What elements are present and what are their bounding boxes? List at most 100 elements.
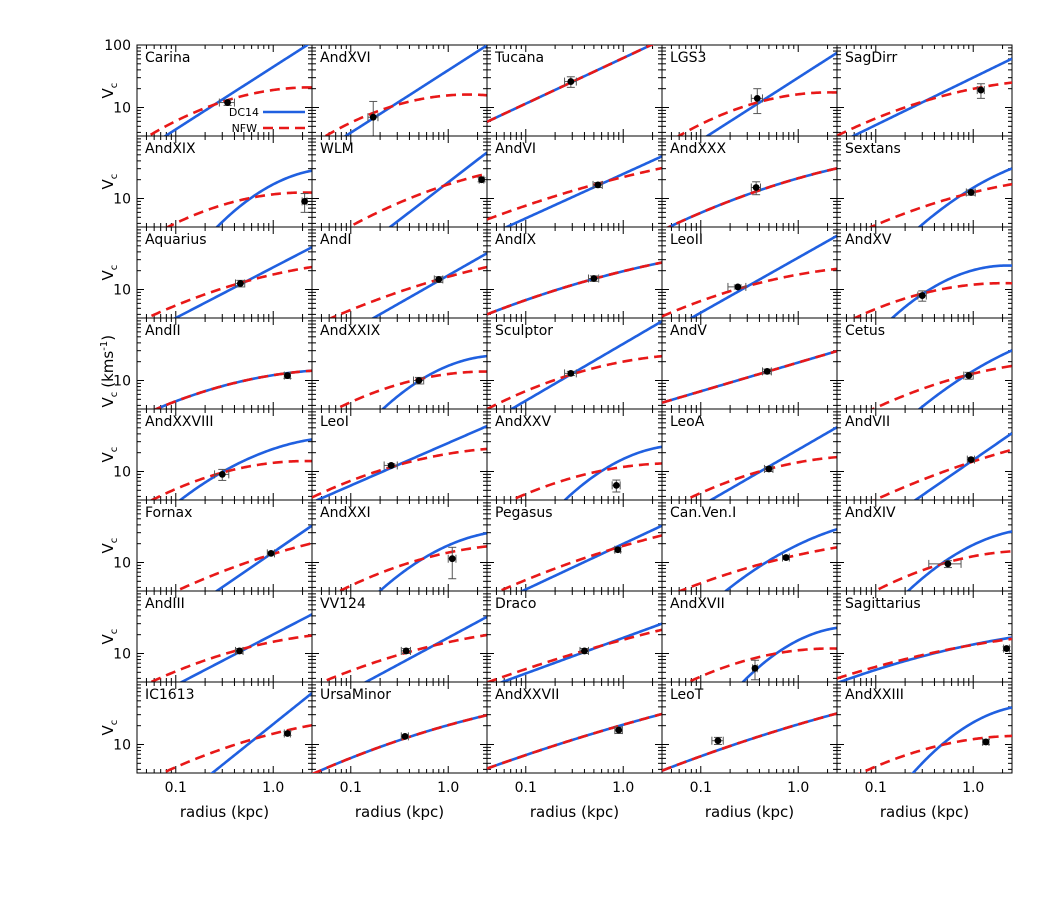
dc14-curve: [911, 706, 1012, 773]
panel-AndXXVII: AndXXVII 0.1 1.0 radius (kpc): [486, 681, 663, 821]
y-tick-label: 10: [113, 101, 131, 117]
panel-AndXVI: AndXVI: [311, 44, 488, 137]
x-tick-label: 1.0: [262, 780, 284, 796]
x-tick-label: 1.0: [437, 780, 459, 796]
dc14-curve: [377, 531, 487, 591]
nfw-curve: [487, 628, 662, 682]
panel-AndXXIX: AndXXIX: [311, 317, 488, 410]
panel-AndXVII: AndXVII: [661, 590, 838, 683]
dc14-curve: [708, 426, 837, 500]
x-tick-label: 0.1: [340, 780, 362, 796]
nfw-curve: [333, 370, 487, 409]
legend-label-dc14: DC14: [229, 106, 259, 119]
panel-Draco: Draco: [486, 590, 663, 683]
panel-title: AndXVI: [320, 50, 371, 66]
dc14-curve: [487, 712, 662, 770]
nfw-curve: [837, 81, 1012, 136]
panel-AndXXX: AndXXX: [661, 135, 838, 228]
panel-title: Sculptor: [495, 323, 553, 339]
panel-AndXXIII: AndXXIII 0.1 1.0 radius (kpc): [836, 681, 1013, 821]
panel-title: AndIII: [145, 596, 185, 612]
panel-title: LeoA: [670, 414, 705, 430]
panel-title: AndI: [320, 232, 351, 248]
panel-LeoT: LeoT 0.1 1.0 radius (kpc): [661, 681, 838, 821]
panel-title: AndXIV: [845, 505, 896, 521]
y-tick-label: 10: [113, 465, 131, 481]
panel-AndV: AndV: [661, 317, 838, 410]
data-point: [218, 470, 226, 478]
dc14-curve: [487, 261, 662, 316]
panel-title: UrsaMinor: [320, 687, 391, 703]
data-point: [448, 555, 456, 563]
data-point: [782, 554, 790, 561]
nfw-curve: [858, 734, 1012, 773]
data-point: [387, 462, 395, 469]
panel-LeoA: LeoA: [661, 408, 838, 501]
panel-title: Aquarius: [145, 232, 206, 248]
y-axis-label: Vc: [99, 174, 120, 190]
nfw-curve: [165, 191, 312, 227]
data-point: [965, 372, 973, 379]
legend-label-nfw: NFW: [232, 122, 258, 135]
panel-title: AndXVII: [670, 596, 725, 612]
dc14-curve: [723, 528, 837, 591]
dc14-curve: [498, 622, 662, 682]
data-point: [614, 546, 622, 554]
panel-Cetus: Cetus: [836, 317, 1013, 410]
nfw-curve: [508, 462, 662, 500]
panel-title: Carina: [145, 50, 190, 66]
nfw-curve: [146, 86, 312, 136]
x-axis-label: radius (kpc): [530, 803, 619, 821]
y-axis-label: Vc: [99, 447, 120, 463]
panel-Tucana: Tucana: [486, 44, 663, 137]
data-point: [612, 481, 620, 489]
x-tick-label: 0.1: [690, 780, 712, 796]
panel-title: SagDirr: [845, 50, 898, 66]
panel-title: LeoI: [320, 414, 349, 430]
nfw-curve: [662, 349, 837, 404]
dc14-curve: [370, 252, 487, 318]
y-tick-label: 10: [113, 192, 131, 208]
panel-Can.Ven.I: Can.Ven.I: [661, 499, 838, 592]
panel-title: AndXXIX: [320, 323, 381, 339]
nfw-curve: [336, 545, 487, 591]
panel-title: Sextans: [845, 141, 901, 157]
dc14-curve: [343, 45, 487, 136]
panel-AndXXV: AndXXV: [486, 408, 663, 501]
nfw-curve: [851, 281, 1012, 318]
panel-Sculptor: Sculptor: [486, 317, 663, 410]
panel-LeoI: LeoI: [311, 408, 488, 501]
panel-AndXIV: AndXIV: [836, 499, 1013, 592]
dc14-curve: [178, 613, 312, 682]
panel-title: Draco: [495, 596, 536, 612]
data-point: [567, 78, 575, 85]
data-point: [967, 456, 975, 464]
data-point: [977, 86, 985, 94]
dc14-curve: [312, 713, 487, 773]
nfw-curve: [346, 172, 487, 227]
y-tick-label: 10: [113, 556, 131, 572]
panel-AndVII: AndVII: [836, 408, 1013, 501]
panel-title: Pegasus: [495, 505, 552, 521]
nfw-curve: [173, 541, 312, 591]
dc14-curve: [519, 524, 662, 591]
nfw-curve: [487, 712, 662, 770]
dc14-curve: [214, 524, 312, 591]
data-point: [944, 560, 952, 568]
y-tick-label: 10: [113, 738, 131, 754]
data-point: [615, 726, 623, 734]
panel-Sextans: Sextans: [836, 135, 1013, 228]
panel-AndXXVIII: AndXXVIII 10 Vc: [99, 408, 313, 501]
dc14-curve: [688, 234, 837, 318]
panel-title: LeoT: [670, 687, 704, 703]
panel-title: AndXXV: [495, 414, 552, 430]
dc14-curve: [363, 615, 487, 682]
panel-title: IC1613: [145, 687, 195, 703]
dc14-curve: [662, 712, 837, 772]
nfw-curve: [870, 364, 1012, 409]
panel-title: Sagittarius: [845, 596, 921, 612]
dc14-curve: [741, 626, 837, 682]
data-point: [1003, 645, 1010, 652]
